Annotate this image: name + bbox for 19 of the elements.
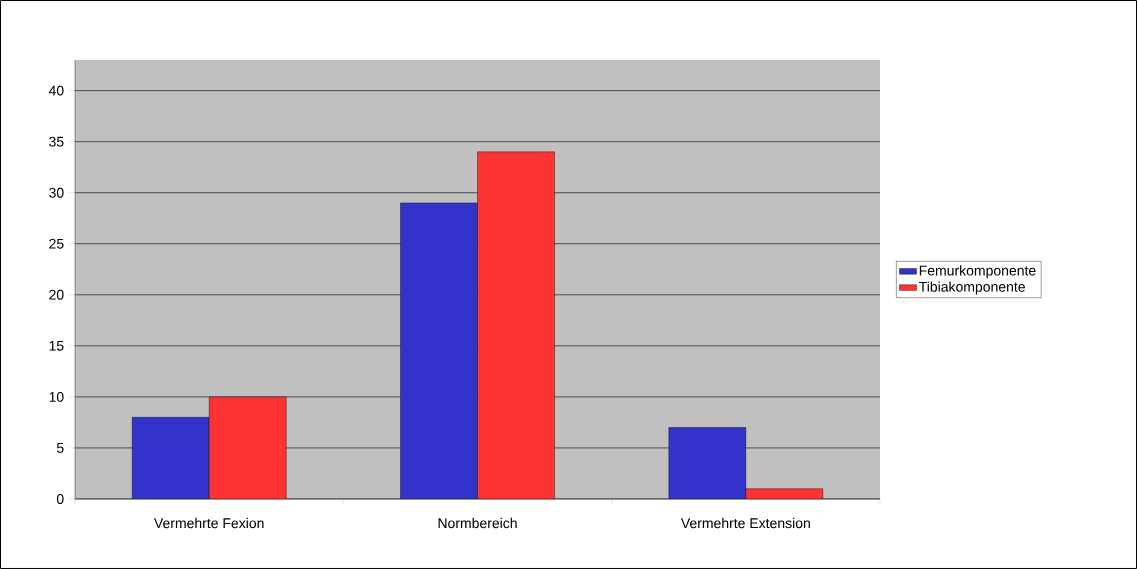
legend-label: Femurkomponente bbox=[919, 265, 1036, 279]
bar bbox=[208, 396, 287, 499]
y-tick-label: 40 bbox=[48, 85, 64, 96]
y-tick-label: 0 bbox=[56, 494, 64, 504]
legend-label: Tibiakomponente bbox=[919, 281, 1025, 295]
x-tick-label: Vermehrte Extension bbox=[680, 517, 810, 529]
bar bbox=[131, 417, 210, 499]
bar bbox=[400, 202, 478, 499]
x-tick-label: Normbereich bbox=[438, 517, 517, 529]
y-tick-label: 20 bbox=[49, 289, 64, 300]
y-tick-label: 35 bbox=[49, 136, 64, 147]
bar bbox=[477, 151, 555, 499]
x-tick-label: Vermehrte Fexion bbox=[153, 517, 264, 529]
y-tick-label: 25 bbox=[49, 238, 64, 249]
y-tick-label: 10 bbox=[49, 391, 64, 402]
y-tick-label: 30 bbox=[49, 187, 64, 198]
y-tick-label: 5 bbox=[56, 443, 64, 453]
bar bbox=[668, 427, 747, 499]
y-tick-label: 15 bbox=[49, 340, 64, 351]
